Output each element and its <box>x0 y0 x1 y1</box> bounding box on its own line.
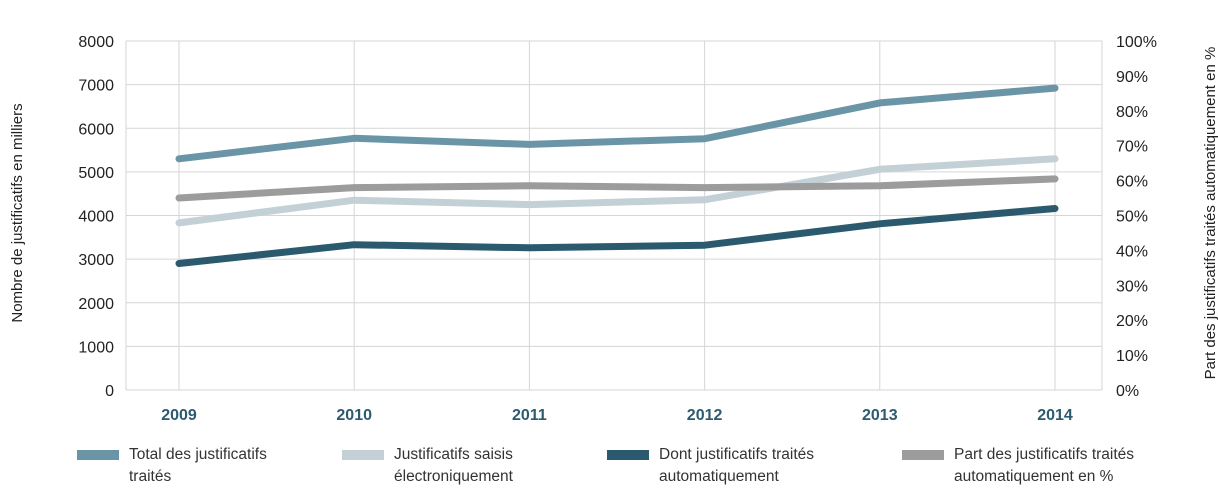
series-line-1 <box>175 155 1059 227</box>
legend-swatch <box>342 450 384 460</box>
y-right-tick-label: 10% <box>1116 348 1148 365</box>
y-axis-right-title: Part des justificatifs traités automatiq… <box>1202 47 1218 380</box>
y-right-tick-label: 90% <box>1116 69 1148 86</box>
y-axis-left-title: Nombre de justificatifs en milliers <box>9 103 26 322</box>
series-lines <box>175 84 1059 267</box>
legend-label: Total des justificatifs traités <box>129 446 267 485</box>
legend-label: Part des justificatifs traités automatiqu… <box>954 446 1135 485</box>
y-axis-left-ticks: 0 1000 2000 3000 4000 5000 6000 7000 8000 <box>78 34 114 400</box>
x-tick-label: 2012 <box>687 407 723 424</box>
series-line-2 <box>175 205 1059 267</box>
y-right-tick-label: 30% <box>1116 278 1148 295</box>
x-tick-label: 2014 <box>1037 407 1073 424</box>
y-left-tick-label: 7000 <box>78 78 114 95</box>
legend-swatch <box>77 450 119 460</box>
y-axis-right-ticks: 0% 10% 20% 30% 40% 50% 60% 70% 80% 90% 100% <box>1116 34 1157 400</box>
y-right-tick-label: 50% <box>1116 209 1148 226</box>
x-tick-label: 2010 <box>336 407 372 424</box>
legend-item-electroniques: Justificatifs saisis électroniquement <box>342 444 569 488</box>
series-line-3 <box>175 175 1059 202</box>
y-right-tick-label: 60% <box>1116 174 1148 191</box>
legend-swatch <box>607 450 649 460</box>
legend-label: Dont justificatifs traités automatiquemen… <box>659 446 815 485</box>
y-right-tick-label: 70% <box>1116 139 1148 156</box>
y-right-tick-label: 80% <box>1116 104 1148 121</box>
x-tick-label: 2013 <box>862 407 898 424</box>
y-right-tick-label: 20% <box>1116 313 1148 330</box>
y-right-tick-label: 0% <box>1116 383 1139 400</box>
y-left-tick-label: 6000 <box>78 121 114 138</box>
y-left-tick-label: 4000 <box>78 209 114 226</box>
y-right-tick-label: 100% <box>1116 34 1157 51</box>
series-line-0 <box>175 84 1059 163</box>
legend-label: Justificatifs saisis électroniquement <box>394 446 513 485</box>
y-left-tick-label: 5000 <box>78 165 114 182</box>
x-axis-ticks: 2009 2010 2011 2012 2013 2014 <box>161 407 1073 424</box>
legend-item-total: Total des justificatifs traités <box>77 444 304 488</box>
y-left-tick-label: 2000 <box>78 296 114 313</box>
y-left-tick-label: 1000 <box>78 339 114 356</box>
y-left-tick-label: 0 <box>105 383 114 400</box>
legend-item-automatiques: Dont justificatifs traités automatiquemen… <box>607 444 834 488</box>
x-tick-label: 2011 <box>512 407 547 424</box>
legend-item-part-pourcent: Part des justificatifs traités automatiqu… <box>902 444 1169 488</box>
grid-lines <box>125 40 1103 391</box>
x-tick-label: 2009 <box>161 407 197 424</box>
y-left-tick-label: 3000 <box>78 252 114 269</box>
y-right-tick-label: 40% <box>1116 243 1148 260</box>
y-left-tick-label: 8000 <box>78 34 114 51</box>
legend-swatch <box>902 450 944 460</box>
